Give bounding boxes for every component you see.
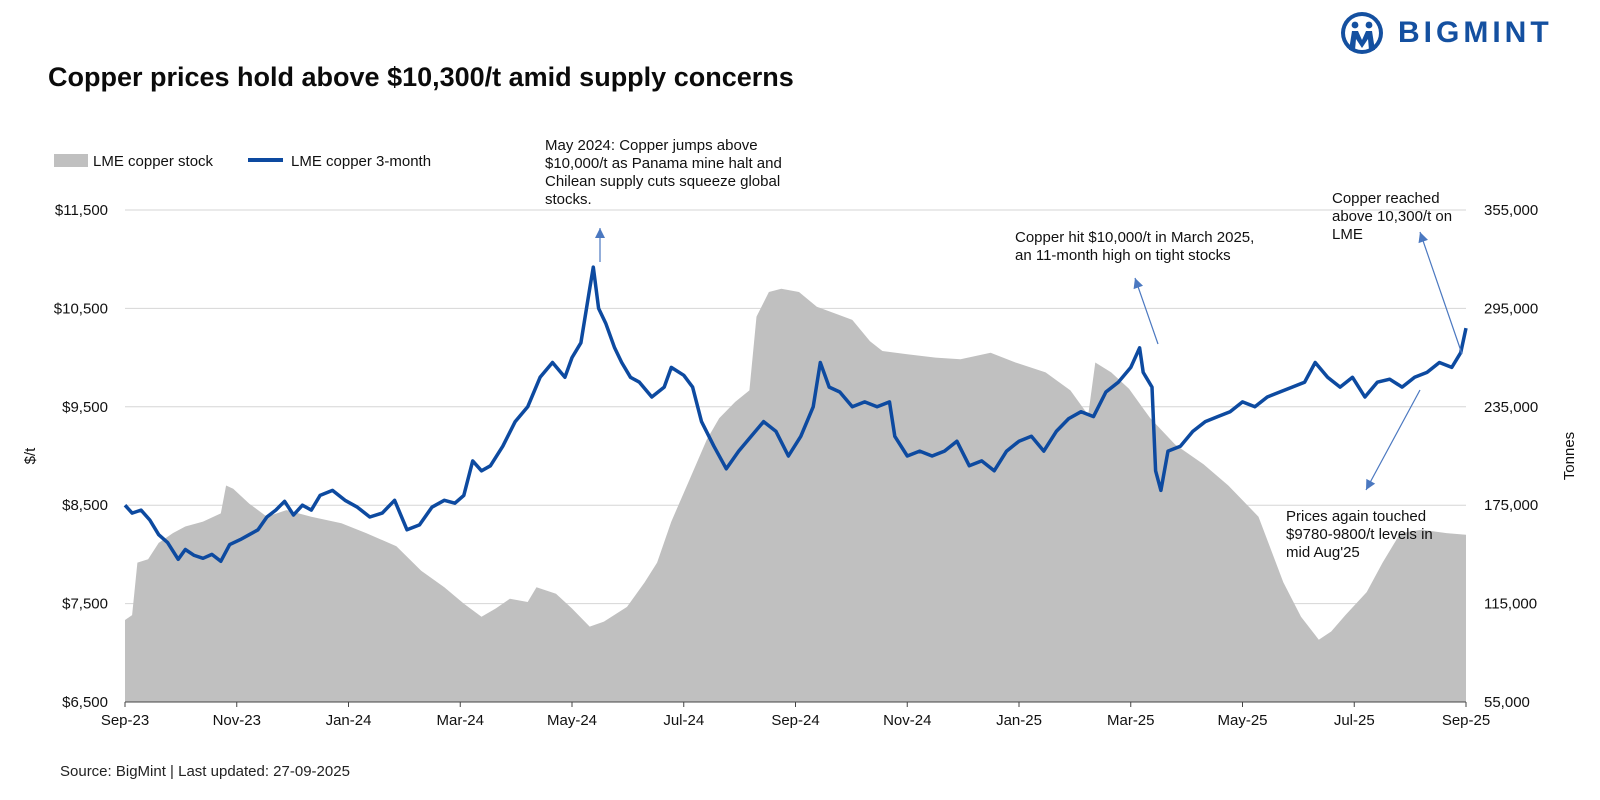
y2-tick-label: 295,000 [1484, 300, 1538, 317]
y2-tick-label: 115,000 [1484, 596, 1537, 613]
legend-label-stock: LME copper stock [93, 153, 214, 170]
y2-tick-label: 355,000 [1484, 202, 1538, 219]
x-tick-label: Jul-24 [663, 712, 704, 729]
y2-tick-label: 55,000 [1484, 694, 1530, 711]
annotation-line: Chilean supply cuts squeeze global [545, 173, 780, 190]
annotation-line: Copper reached [1332, 190, 1440, 207]
x-tick-label: Jan-24 [326, 712, 372, 729]
annotation-line: $9780-9800/t levels in [1286, 526, 1433, 543]
x-tick-label: Mar-25 [1107, 712, 1155, 729]
x-tick-label: Jan-25 [996, 712, 1042, 729]
x-tick-label: Mar-24 [436, 712, 484, 729]
y2-tick-label: 175,000 [1484, 497, 1538, 514]
chart-title: Copper prices hold above $10,300/t amid … [48, 62, 794, 92]
y-tick-label: $9,500 [62, 399, 108, 416]
y-tick-label: $7,500 [62, 596, 108, 613]
logo-text: BIGMINT [1398, 16, 1553, 49]
annotation-arrowhead [1133, 278, 1144, 290]
x-tick-label: Nov-23 [213, 712, 261, 729]
annotation-line: mid Aug'25 [1286, 544, 1360, 561]
stock-area [125, 288, 1466, 702]
annotation-arrowhead [595, 228, 605, 238]
source-note: Source: BigMint | Last updated: 27-09-20… [60, 763, 350, 780]
y2-axis-title: Tonnes [1561, 432, 1578, 480]
annotation-arrow [1134, 277, 1159, 345]
x-tick-label: Nov-24 [883, 712, 931, 729]
price-line [123, 265, 1468, 564]
x-tick-label: May-24 [547, 712, 597, 729]
annotation-arrowhead [1418, 232, 1428, 244]
y-tick-label: $8,500 [62, 497, 108, 514]
annotation-line: Prices again touched [1286, 508, 1426, 525]
annotation-text: May 2024: Copper jumps above $10,000/t as… [545, 137, 782, 208]
y-tick-label: $6,500 [62, 694, 108, 711]
x-tick-label: Sep-23 [101, 712, 149, 729]
y-axis-title: $/t [22, 447, 39, 465]
y-tick-label: $11,500 [55, 202, 108, 219]
annotation-arrowhead [1366, 478, 1376, 490]
x-tick-label: Sep-25 [1442, 712, 1490, 729]
x-tick-label: Sep-24 [771, 712, 819, 729]
annotation-text: Prices again touched $9780-9800/t levels … [1286, 508, 1433, 561]
annotation-line: Copper hit $10,000/t in March 2025, [1015, 229, 1254, 246]
legend-swatch-stock [54, 154, 88, 167]
bigmint-logo-icon [1341, 12, 1383, 54]
x-tick-label: Jul-25 [1334, 712, 1375, 729]
annotation-line: LME [1332, 226, 1363, 243]
annotation-text: Copper hit $10,000/t in March 2025, an 11… [1015, 229, 1254, 264]
bigmint-logo [1340, 10, 1580, 56]
legend-label-price: LME copper 3-month [291, 153, 431, 170]
y2-tick-label: 235,000 [1484, 399, 1538, 416]
annotation-line: May 2024: Copper jumps above [545, 137, 758, 154]
y-tick-label: $10,500 [54, 300, 108, 317]
annotation-text: Copper reached above 10,300/t on LME [1332, 190, 1452, 243]
annotation-arrow [1365, 389, 1421, 491]
annotation-line: above 10,300/t on [1332, 208, 1452, 225]
annotation-line: an 11-month high on tight stocks [1015, 247, 1231, 264]
annotation-line: $10,000/t as Panama mine halt and [545, 155, 782, 172]
annotation-arrow [1419, 231, 1463, 355]
annotation-line: stocks. [545, 191, 592, 208]
x-tick-label: May-25 [1217, 712, 1267, 729]
